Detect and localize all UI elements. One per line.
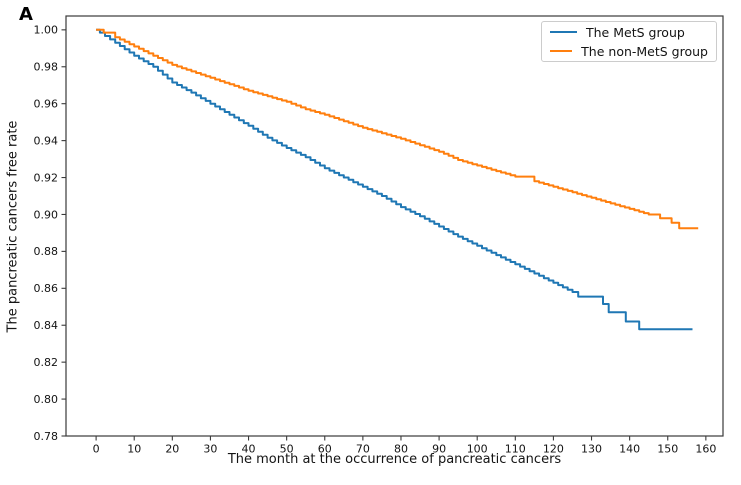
mets-curve [96, 28, 693, 331]
y-tick-label: 0.84 [34, 319, 59, 332]
y-tick-label: 0.94 [34, 134, 59, 147]
x-tick-label: 140 [619, 443, 640, 456]
y-tick-label: 0.82 [34, 356, 59, 369]
x-tick-label: 60 [318, 443, 332, 456]
axes-spines [65, 15, 724, 437]
y-tick-label: 0.86 [34, 282, 59, 295]
x-tick-label: 110 [505, 443, 526, 456]
y-axis-label: The pancreatic cancers free rate [5, 120, 21, 333]
non-mets-line-swatch [550, 50, 573, 52]
x-tick-label: 50 [280, 443, 294, 456]
y-tick-label: 0.88 [34, 245, 59, 258]
legend: The MetS group The non-MetS group [541, 21, 717, 62]
x-tick-label: 130 [581, 443, 602, 456]
y-tick-label: 0.92 [34, 171, 59, 184]
x-tick-label: 20 [165, 443, 179, 456]
x-tick-label: 100 [467, 443, 488, 456]
x-tick-label: 70 [356, 443, 370, 456]
x-tick-label: 120 [543, 443, 564, 456]
y-tick-label: 0.78 [34, 430, 59, 443]
x-tick-label: 40 [242, 443, 256, 456]
y-tick-label: 0.80 [34, 393, 59, 406]
x-tick-label: 160 [695, 443, 716, 456]
x-tick-label: 150 [657, 443, 678, 456]
legend-item-mets: The MetS group [550, 24, 708, 40]
panel-label: A [19, 4, 33, 25]
axes: 0 10 20 30 40 50 60 70 80 90 100 110 120 130 140 150 160… [34, 15, 724, 456]
legend-item-non-mets: The non-MetS group [550, 43, 708, 59]
x-tick-label: 0 [93, 443, 100, 456]
legend-label-non-mets: The non-MetS group [581, 43, 708, 59]
y-tick-label: 0.96 [34, 97, 59, 110]
legend-label-mets: The MetS group [586, 24, 685, 40]
y-tick-label: 0.90 [34, 208, 59, 221]
mets-line-swatch [550, 31, 577, 33]
x-tick-label: 30 [203, 443, 217, 456]
x-tick-label: 90 [432, 443, 446, 456]
curves [96, 28, 699, 331]
non-mets-curve [96, 28, 699, 230]
y-tick-label: 0.98 [34, 61, 59, 74]
x-axis-label: The month at the occurrence of pancreati… [227, 452, 562, 467]
x-tick-label: 80 [394, 443, 408, 456]
y-tick-label: 1.00 [34, 24, 59, 37]
x-tick-label: 10 [127, 443, 141, 456]
